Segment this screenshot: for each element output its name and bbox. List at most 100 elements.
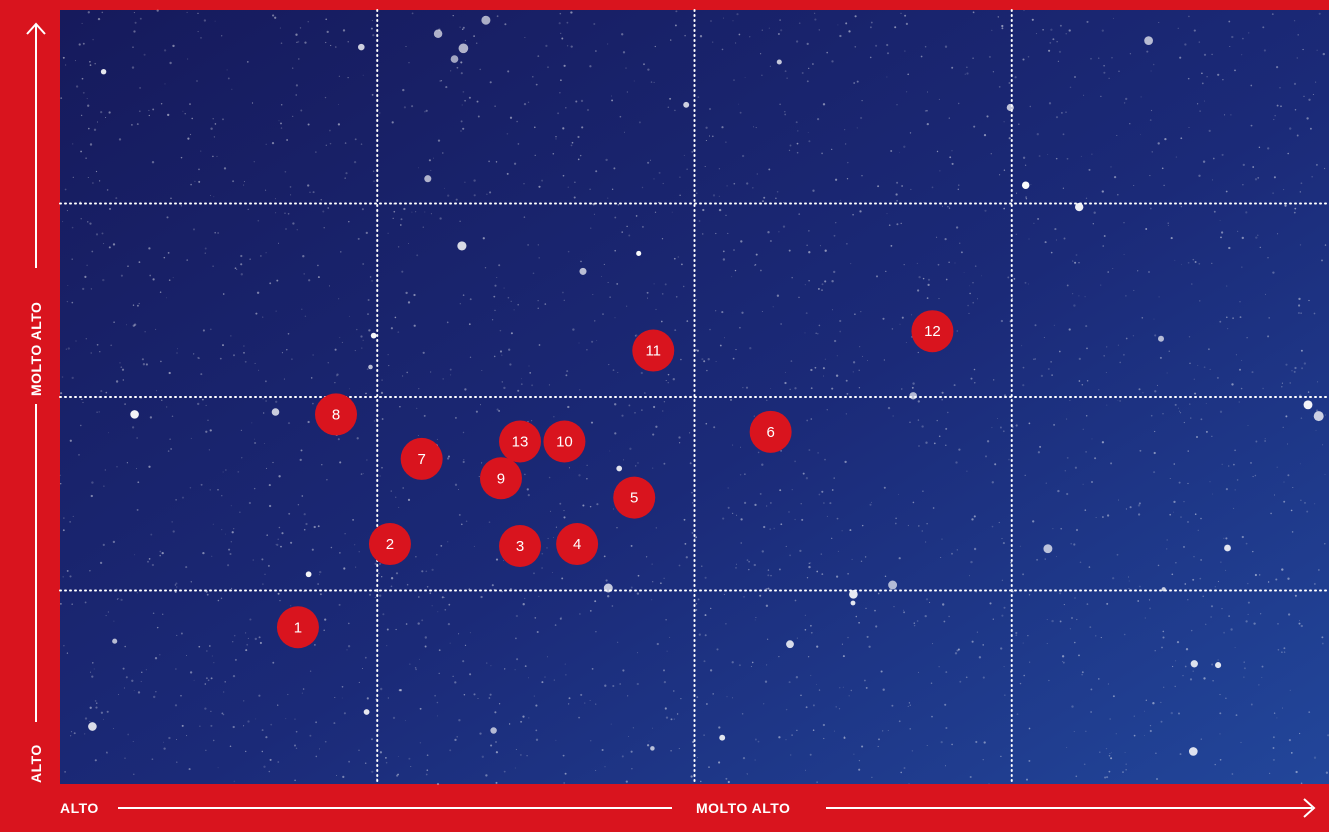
star-bright: [849, 589, 858, 599]
star-speck: [861, 524, 864, 527]
star-speck: [163, 49, 167, 52]
star-speck: [826, 409, 828, 411]
star-speck: [197, 356, 200, 359]
star-speck: [1081, 671, 1084, 674]
star-speck: [755, 253, 758, 256]
star-speck: [1158, 22, 1160, 24]
star-speck: [647, 68, 650, 71]
star-speck: [877, 185, 880, 188]
star-speck: [189, 133, 192, 136]
star-speck: [565, 374, 568, 377]
star-speck: [120, 274, 123, 277]
star-speck: [607, 595, 610, 598]
star-speck: [371, 94, 374, 96]
star-speck: [490, 665, 492, 667]
star-speck: [956, 549, 958, 551]
star-speck: [102, 543, 105, 547]
star-speck: [971, 518, 974, 521]
data-point-marker: [749, 410, 792, 453]
star-speck: [788, 511, 790, 513]
star-speck: [118, 598, 119, 600]
star-speck: [394, 316, 397, 319]
star-speck: [1163, 184, 1165, 187]
star-speck: [723, 594, 725, 595]
star-speck: [225, 533, 227, 535]
star-speck: [1069, 399, 1071, 402]
star-speck: [1196, 436, 1198, 438]
x-axis-label-low: ALTO: [60, 800, 99, 816]
star-speck: [151, 758, 154, 761]
star-speck: [312, 191, 315, 194]
star-speck: [806, 577, 809, 579]
star-speck: [1071, 617, 1073, 619]
star-speck: [1071, 201, 1073, 203]
star-speck: [812, 189, 815, 192]
star-speck: [731, 276, 733, 278]
star-bright: [368, 364, 373, 370]
star-speck: [66, 300, 69, 303]
star-speck: [898, 557, 901, 560]
star-speck: [951, 66, 954, 69]
star-speck: [1124, 751, 1126, 754]
star-speck: [1265, 293, 1266, 295]
star-speck: [854, 313, 856, 316]
star-speck: [390, 585, 393, 588]
star-speck: [503, 287, 505, 289]
star-speck: [547, 66, 549, 69]
star-speck: [390, 577, 394, 580]
star-speck: [1175, 562, 1177, 564]
star-speck: [595, 770, 597, 771]
star-speck: [607, 282, 609, 284]
star-speck: [479, 404, 481, 406]
star-speck: [89, 143, 93, 146]
star-speck: [808, 280, 810, 282]
star-speck: [94, 62, 96, 65]
star-speck: [570, 11, 573, 14]
star-speck: [1273, 118, 1275, 121]
star-speck: [476, 100, 479, 103]
star-speck: [450, 374, 452, 376]
star-speck: [160, 103, 163, 105]
star-speck: [948, 207, 951, 209]
star-speck: [379, 751, 383, 754]
star-speck: [712, 693, 714, 695]
star-speck: [882, 730, 884, 732]
star-speck: [251, 102, 254, 104]
star-speck: [1001, 579, 1003, 581]
star-speck: [665, 619, 667, 621]
star-speck: [968, 312, 970, 314]
star-speck: [632, 727, 635, 729]
star-speck: [1197, 364, 1199, 367]
star-speck: [1170, 237, 1173, 240]
star-speck: [805, 312, 808, 315]
star-speck: [822, 367, 825, 370]
star-speck: [622, 51, 626, 54]
star-speck: [1056, 41, 1058, 43]
star-speck: [999, 426, 1002, 429]
star-speck: [654, 45, 656, 48]
star-speck: [1078, 262, 1080, 264]
star-speck: [493, 355, 496, 358]
star-speck: [1171, 573, 1174, 576]
star-speck: [754, 264, 756, 266]
star-speck: [1217, 659, 1220, 661]
star-speck: [580, 260, 582, 263]
star-speck: [1277, 649, 1280, 651]
star-speck: [1219, 410, 1223, 413]
star-speck: [992, 618, 994, 620]
star-speck: [133, 773, 135, 776]
star-speck: [824, 249, 827, 252]
star-speck: [1252, 166, 1255, 168]
star-speck: [652, 467, 654, 469]
star-speck: [89, 706, 92, 709]
star-speck: [1295, 770, 1298, 774]
star-speck: [1173, 500, 1176, 504]
star-speck: [89, 671, 92, 673]
star-speck: [818, 324, 821, 327]
star-speck: [661, 238, 664, 240]
star-speck: [1259, 246, 1262, 249]
star-speck: [589, 700, 591, 701]
star-speck: [1059, 24, 1062, 27]
star-speck: [106, 189, 109, 191]
star-speck: [778, 568, 781, 571]
